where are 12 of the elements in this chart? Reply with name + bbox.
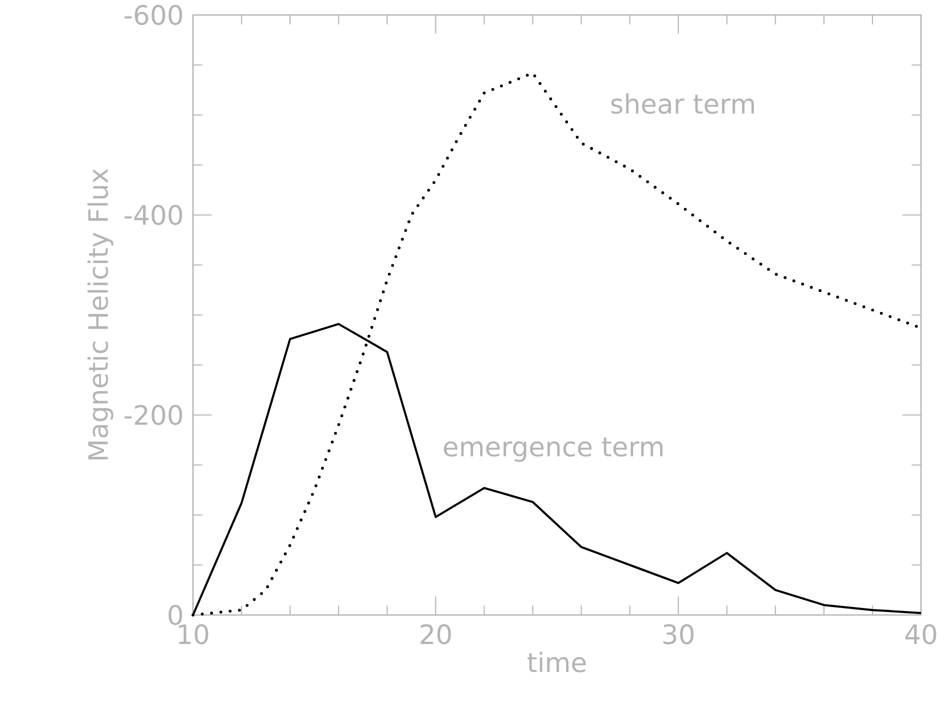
y-tick-label: -200: [124, 404, 182, 426]
series-label: emergence term: [444, 438, 663, 462]
x-tick-label: 20: [420, 624, 451, 644]
x-tick-label: 30: [663, 624, 694, 644]
y-tick-label: -600: [124, 4, 182, 26]
x-tick-label: 40: [905, 624, 936, 644]
y-tick-label: -400: [124, 204, 182, 226]
series-label: shear term: [611, 93, 754, 114]
y-axis-title: Magnetic Helicity Flux: [87, 168, 114, 460]
x-axis-title: time: [528, 652, 586, 672]
y-tick-label: 0: [168, 604, 182, 626]
x-tick-label: 10: [178, 624, 208, 644]
